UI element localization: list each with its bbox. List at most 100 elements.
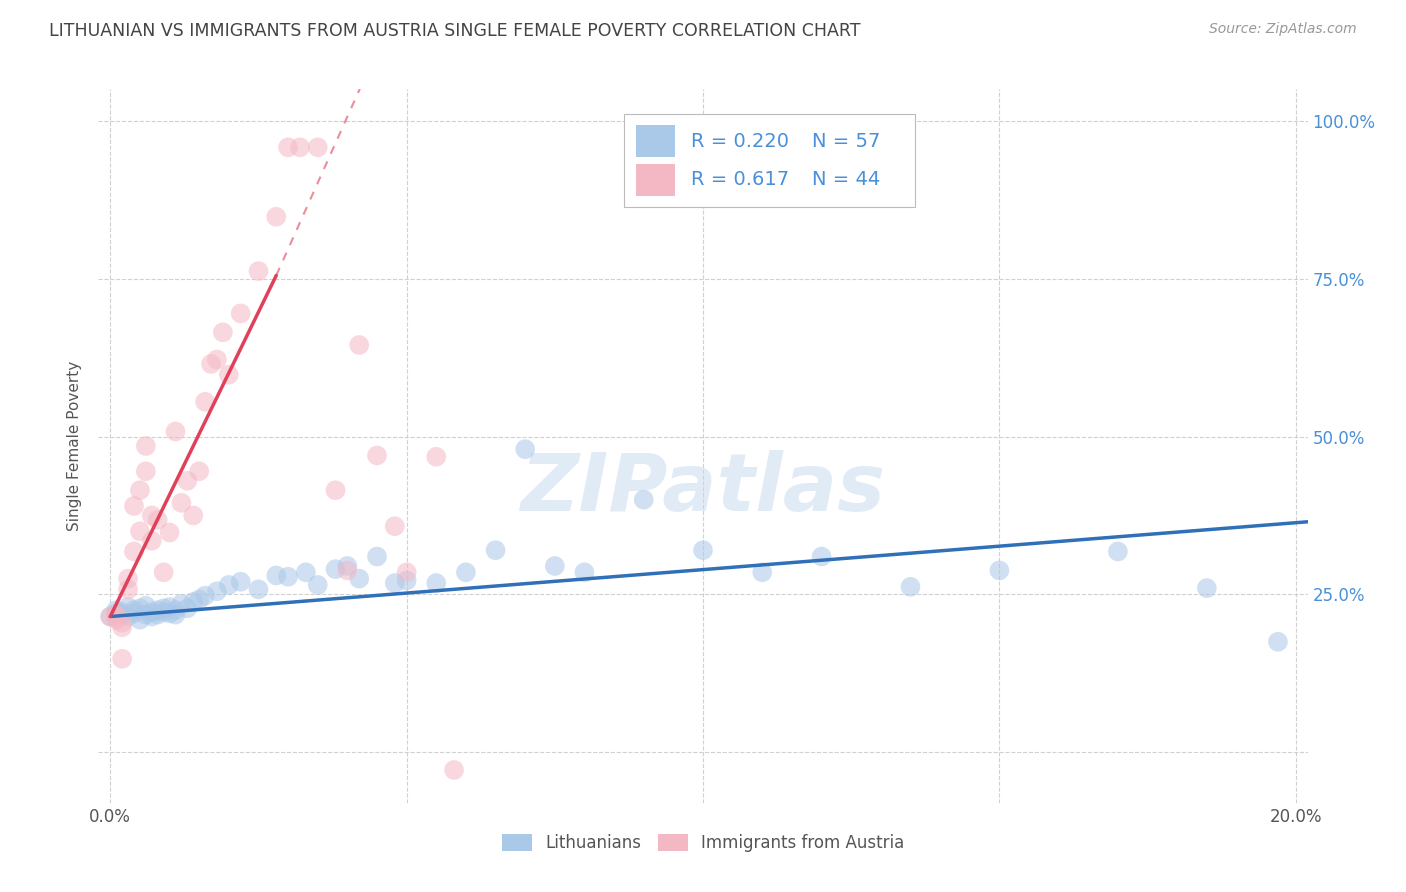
Point: [141, 508, 163, 523]
Point: [264, 568, 287, 582]
Point: [141, 605, 163, 619]
FancyBboxPatch shape: [624, 114, 915, 207]
Point: [135, 607, 157, 622]
Text: LITHUANIAN VS IMMIGRANTS FROM AUSTRIA SINGLE FEMALE POVERTY CORRELATION CHART: LITHUANIAN VS IMMIGRANTS FROM AUSTRIA SI…: [49, 22, 860, 40]
Point: [111, 620, 134, 634]
Point: [277, 140, 299, 154]
Point: [122, 544, 145, 558]
Point: [200, 357, 222, 371]
Point: [633, 492, 655, 507]
Y-axis label: Single Female Poverty: Single Female Poverty: [67, 361, 83, 531]
Point: [194, 394, 217, 409]
Point: [129, 483, 152, 498]
Point: [188, 592, 211, 607]
Point: [188, 464, 211, 478]
Point: [105, 613, 128, 627]
Point: [1195, 581, 1218, 595]
Point: [229, 306, 252, 320]
Point: [229, 574, 252, 589]
Text: ZIPatlas: ZIPatlas: [520, 450, 886, 528]
Point: [159, 525, 181, 540]
Point: [146, 607, 169, 622]
Point: [347, 338, 370, 352]
Point: [288, 140, 311, 154]
Point: [122, 603, 145, 617]
Text: R = 0.220: R = 0.220: [690, 132, 789, 151]
Point: [135, 599, 157, 613]
Point: [176, 474, 198, 488]
Point: [165, 425, 187, 439]
Point: [205, 352, 228, 367]
Point: [194, 589, 217, 603]
Point: [176, 601, 198, 615]
Point: [117, 572, 139, 586]
Point: [515, 442, 537, 457]
Point: [395, 574, 418, 588]
Point: [425, 450, 447, 464]
Point: [264, 210, 287, 224]
Point: [111, 605, 134, 619]
Point: [146, 603, 169, 617]
Point: [122, 499, 145, 513]
Point: [336, 563, 359, 577]
Point: [692, 543, 714, 558]
Point: [111, 607, 134, 622]
Point: [159, 600, 181, 615]
Point: [129, 613, 152, 627]
Point: [111, 652, 134, 666]
Text: Source: ZipAtlas.com: Source: ZipAtlas.com: [1209, 22, 1357, 37]
Point: [98, 609, 121, 624]
Point: [105, 607, 128, 622]
Point: [117, 600, 139, 615]
Point: [170, 597, 193, 611]
Text: N = 44: N = 44: [811, 170, 880, 189]
Point: [484, 543, 506, 558]
Point: [454, 566, 477, 580]
Point: [146, 513, 169, 527]
Point: [218, 578, 240, 592]
Point: [988, 563, 1011, 577]
Point: [181, 508, 204, 523]
Point: [165, 607, 187, 622]
Point: [425, 576, 447, 591]
Point: [159, 607, 181, 621]
Point: [205, 584, 228, 599]
Point: [98, 609, 121, 624]
Point: [165, 603, 187, 617]
Point: [384, 576, 406, 591]
Point: [1267, 634, 1289, 648]
Point: [111, 615, 134, 630]
Point: [117, 582, 139, 597]
Point: [1107, 544, 1129, 558]
Point: [307, 140, 329, 154]
Point: [141, 609, 163, 624]
Point: [129, 524, 152, 539]
Point: [152, 601, 174, 615]
Point: [247, 582, 270, 597]
Point: [325, 483, 347, 498]
Point: [247, 264, 270, 278]
Point: [218, 368, 240, 382]
Point: [336, 559, 359, 574]
Point: [135, 439, 157, 453]
Text: R = 0.617: R = 0.617: [690, 170, 789, 189]
Point: [544, 559, 567, 574]
Point: [810, 549, 832, 564]
Point: [141, 533, 163, 548]
Point: [443, 763, 465, 777]
Point: [900, 580, 922, 594]
Text: N = 57: N = 57: [811, 132, 880, 151]
Point: [122, 607, 145, 621]
Point: [129, 601, 152, 615]
Point: [325, 562, 347, 576]
Point: [105, 607, 128, 621]
Point: [117, 609, 139, 624]
Point: [395, 566, 418, 580]
Point: [384, 519, 406, 533]
Point: [181, 595, 204, 609]
Bar: [637, 125, 675, 157]
Point: [152, 566, 174, 580]
Bar: [637, 164, 675, 196]
Point: [105, 603, 128, 617]
Point: [307, 578, 329, 592]
